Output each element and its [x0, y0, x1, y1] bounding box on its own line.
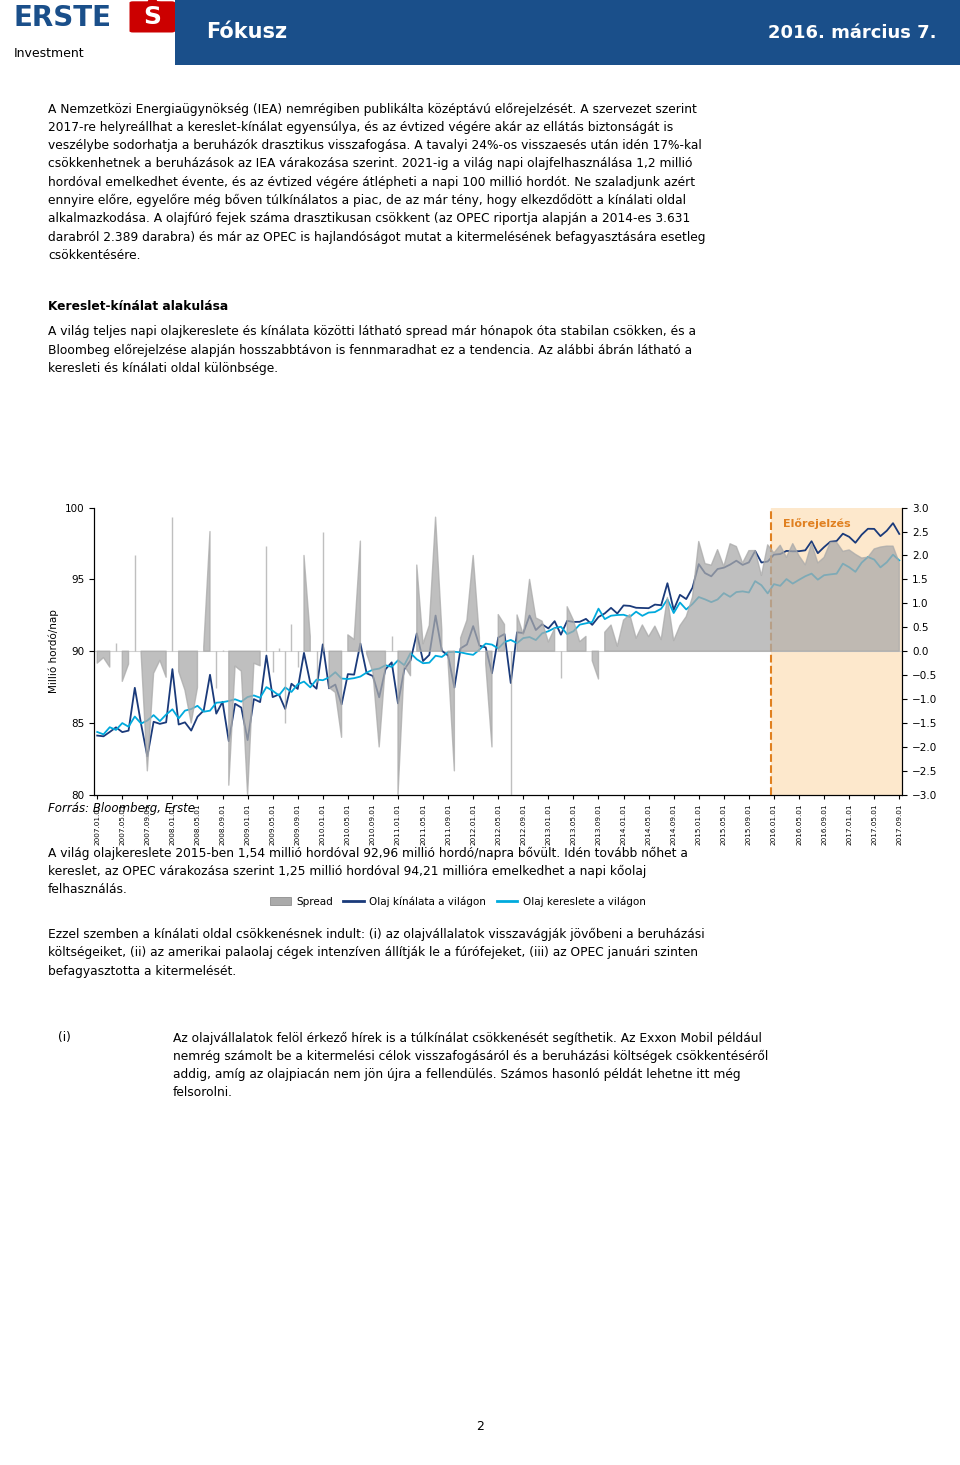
Text: S: S — [143, 0, 163, 28]
Text: darabról 2.389 darabra) és már az OPEC is hajlandóságot mutat a kitermelésének b: darabról 2.389 darabra) és már az OPEC i… — [48, 230, 706, 243]
Text: A világ olajkereslete 2015-ben 1,54 millió hordóval 92,96 millió hordó/napra bőv: A világ olajkereslete 2015-ben 1,54 mill… — [48, 847, 688, 860]
Text: alkalmazkodása. A olajfúró fejek száma drasztikusan csökkent (az OPEC riportja a: alkalmazkodása. A olajfúró fejek száma d… — [48, 212, 690, 226]
Text: A Nemzetközi Energiaügynökség (IEA) nemrégiben publikálta középtávú előrejelzésé: A Nemzetközi Energiaügynökség (IEA) nemr… — [48, 103, 697, 116]
Legend: Spread, Olaj kínálata a világon, Olaj kereslete a világon: Spread, Olaj kínálata a világon, Olaj ke… — [266, 892, 650, 911]
Text: ennyire előre, egyelőre még bőven túlkínálatos a piac, de az már tény, hogy elke: ennyire előre, egyelőre még bőven túlkín… — [48, 193, 686, 207]
Text: veszélybe sodorhatja a beruházók drasztikus visszafogása. A tavalyi 24%-os vissz: veszélybe sodorhatja a beruházók draszti… — [48, 139, 702, 152]
Text: felhasználás.: felhasználás. — [48, 883, 128, 897]
Text: csökkenhetnek a beruházások az IEA várakozása szerint. 2021-ig a világ napi olaj: csökkenhetnek a beruházások az IEA várak… — [48, 157, 692, 170]
Text: csökkentésére.: csökkentésére. — [48, 249, 140, 262]
Text: A világ teljes napi olajkereslete és kínálata közötti látható spread már hónapok: A világ teljes napi olajkereslete és kín… — [48, 325, 696, 338]
Text: Bloombeg előrejelzése alapján hosszabbtávon is fennmaradhat ez a tendencia. Az a: Bloombeg előrejelzése alapján hosszabbtá… — [48, 343, 692, 356]
Text: 2016. március 7.: 2016. március 7. — [768, 23, 936, 41]
Text: Forrás: Bloomberg, Erste: Forrás: Bloomberg, Erste — [48, 801, 195, 815]
FancyBboxPatch shape — [130, 1, 175, 32]
Text: addig, amíg az olajpiacán nem jön újra a fellendülés. Számos hasonló példát lehe: addig, amíg az olajpiacán nem jön újra a… — [173, 1068, 740, 1081]
Text: Az olajvállalatok felöl érkező hírek is a túlkínálat csökkenését segíthetik. Az : Az olajvállalatok felöl érkező hírek is … — [173, 1031, 761, 1045]
Text: Investment: Investment — [14, 47, 84, 60]
Text: felsorolni.: felsorolni. — [173, 1086, 232, 1099]
Text: S: S — [143, 4, 161, 29]
Text: Fókusz: Fókusz — [206, 22, 288, 42]
Text: hordóval emelkedhet évente, és az évtized végére átlépheti a napi 100 millió hor: hordóval emelkedhet évente, és az évtize… — [48, 176, 695, 189]
Text: befagyasztotta a kitermelését.: befagyasztotta a kitermelését. — [48, 964, 236, 977]
Text: Ezzel szemben a kínálati oldal csökkenésnek indult: (i) az olajvállalatok vissza: Ezzel szemben a kínálati oldal csökkenés… — [48, 927, 705, 941]
Text: kereslet, az OPEC várakozása szerint 1,25 millió hordóval 94,21 millióra emelked: kereslet, az OPEC várakozása szerint 1,2… — [48, 864, 646, 878]
Text: keresleti és kínálati oldal különbsége.: keresleti és kínálati oldal különbsége. — [48, 362, 278, 375]
Text: (i): (i) — [58, 1031, 70, 1045]
Text: költségeiket, (ii) az amerikai palaolaj cégek intenzíven állítják le a fúrófejek: költségeiket, (ii) az amerikai palaolaj … — [48, 946, 698, 960]
Text: 2017-re helyreállhat a kereslet-kínálat egyensúlya, és az évtized végére akár az: 2017-re helyreállhat a kereslet-kínálat … — [48, 120, 673, 133]
Text: Előrejelzés: Előrejelzés — [783, 517, 851, 529]
Text: ERSTE: ERSTE — [14, 4, 112, 32]
Bar — [771, 507, 902, 794]
Text: nemrég számolt be a kitermelési célok visszafogásáról és a beruházási költségek : nemrég számolt be a kitermelési célok vi… — [173, 1049, 768, 1062]
Text: Kereslet-kínálat alakulása: Kereslet-kínálat alakulása — [48, 299, 228, 312]
Y-axis label: Millió hordó/nap: Millió hordó/nap — [49, 609, 60, 693]
Text: 2: 2 — [476, 1420, 484, 1433]
